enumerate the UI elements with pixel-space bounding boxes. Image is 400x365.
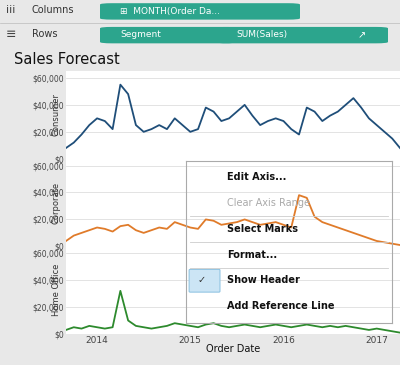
Text: Show Header: Show Header xyxy=(227,276,300,285)
Text: Sales Forecast: Sales Forecast xyxy=(14,52,120,67)
FancyBboxPatch shape xyxy=(100,27,236,43)
Text: ⊞  MONTH(Order Da...: ⊞ MONTH(Order Da... xyxy=(120,7,220,16)
Text: ≡: ≡ xyxy=(6,28,16,41)
Text: ↗: ↗ xyxy=(358,30,366,40)
Text: Edit Axis...: Edit Axis... xyxy=(227,172,286,182)
FancyBboxPatch shape xyxy=(189,269,220,292)
FancyBboxPatch shape xyxy=(100,3,300,20)
Text: Consumer: Consumer xyxy=(52,93,60,137)
Text: Corporate: Corporate xyxy=(52,181,60,224)
Text: SUM(Sales): SUM(Sales) xyxy=(236,30,287,39)
Text: Add Reference Line: Add Reference Line xyxy=(227,301,335,311)
Text: Rows: Rows xyxy=(32,29,58,39)
Text: Format...: Format... xyxy=(227,250,277,260)
Text: Order Date: Order Date xyxy=(206,344,260,354)
FancyBboxPatch shape xyxy=(216,27,388,43)
Text: ✓: ✓ xyxy=(197,276,206,285)
Text: Clear Axis Range: Clear Axis Range xyxy=(227,198,310,208)
Text: Segment: Segment xyxy=(120,30,161,39)
Text: iii: iii xyxy=(6,5,15,15)
Text: Select Marks: Select Marks xyxy=(227,224,298,234)
Text: Home Office: Home Office xyxy=(52,264,60,316)
Text: Columns: Columns xyxy=(32,5,74,15)
